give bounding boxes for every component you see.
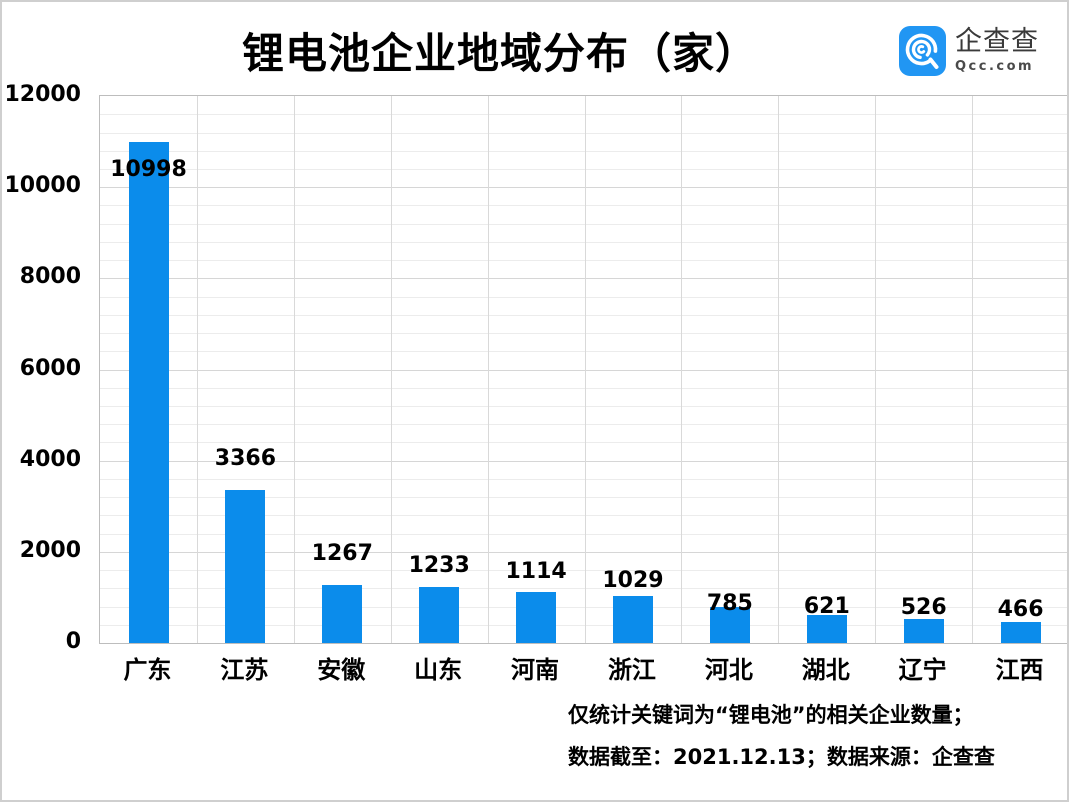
gridline-minor bbox=[100, 314, 1067, 316]
x-axis-label: 广东 bbox=[123, 656, 172, 684]
gridline-vertical bbox=[584, 96, 586, 643]
bar bbox=[128, 141, 169, 643]
bar-value-label: 1114 bbox=[505, 559, 567, 585]
bar-value-label: 1267 bbox=[311, 541, 373, 567]
bar-value-label: 621 bbox=[803, 593, 850, 619]
footnote-line-2: 数据截至：2021.12.13；数据来源：企查查 bbox=[568, 745, 995, 769]
gridline-vertical bbox=[196, 96, 198, 643]
qcc-logo-text: 企查查 Qcc.com bbox=[955, 26, 1039, 75]
x-axis-label: 江苏 bbox=[220, 656, 269, 684]
bar bbox=[419, 586, 460, 643]
brand-domain: Qcc.com bbox=[955, 59, 1035, 74]
gridline-minor bbox=[100, 168, 1067, 170]
gridline-minor bbox=[100, 132, 1067, 134]
footnote: 仅统计关键词为“锂电池”的相关企业数量； 数据截至：2021.12.13；数据来… bbox=[568, 702, 1048, 770]
gridline-minor bbox=[100, 606, 1067, 608]
gridline-minor bbox=[100, 333, 1067, 334]
gridline-major bbox=[100, 278, 1067, 280]
bar bbox=[903, 619, 944, 643]
brand-name: 企查查 bbox=[955, 26, 1039, 57]
qcc-logo-icon bbox=[899, 26, 946, 76]
gridline-minor bbox=[100, 114, 1067, 116]
gridline-major bbox=[100, 551, 1067, 553]
gridline-minor bbox=[100, 260, 1067, 262]
gridline-vertical bbox=[875, 96, 877, 643]
gridline-minor bbox=[100, 442, 1067, 444]
gridline-major bbox=[100, 187, 1067, 189]
y-axis-tick-label: 10000 bbox=[4, 173, 81, 199]
bar bbox=[1000, 621, 1041, 643]
bar bbox=[613, 596, 653, 643]
bar-value-label: 10998 bbox=[110, 156, 187, 182]
y-axis-tick-label: 6000 bbox=[19, 355, 81, 381]
x-axis-label: 山东 bbox=[414, 656, 463, 684]
bar-value-label: 526 bbox=[900, 595, 947, 620]
x-axis-label: 河南 bbox=[511, 656, 560, 684]
gridline-vertical bbox=[972, 96, 974, 643]
bar bbox=[709, 607, 750, 643]
y-axis-tick-label: 2000 bbox=[19, 537, 81, 563]
y-axis-tick-label: 0 bbox=[65, 629, 81, 654]
gridline-major bbox=[100, 369, 1067, 371]
footnote-line-1: 仅统计关键词为“锂电池”的相关企业数量； bbox=[568, 703, 974, 727]
bar bbox=[516, 592, 557, 643]
x-axis: 广东 江苏 安徽 山东 河南 浙江 河北 湖北 辽宁 江西 bbox=[99, 656, 1067, 686]
bar-value-label: 1233 bbox=[408, 552, 470, 578]
bar bbox=[225, 489, 266, 643]
y-axis-tick-label: 4000 bbox=[19, 446, 81, 472]
gridline-vertical bbox=[778, 96, 780, 643]
gridline-vertical bbox=[390, 96, 392, 643]
gridline-minor bbox=[100, 497, 1067, 499]
gridline-minor bbox=[100, 624, 1067, 626]
gridline-minor bbox=[100, 150, 1067, 152]
qcc-logo: 企查查 Qcc.com bbox=[899, 26, 1067, 80]
gridline-minor bbox=[100, 424, 1067, 426]
gridline-minor bbox=[100, 515, 1067, 517]
x-axis-label: 湖北 bbox=[801, 656, 850, 684]
gridline-minor bbox=[100, 406, 1067, 407]
bar bbox=[322, 585, 363, 643]
bar-value-label: 466 bbox=[997, 596, 1044, 622]
bar-value-label: 1029 bbox=[602, 568, 664, 594]
x-axis-label: 江西 bbox=[995, 656, 1044, 684]
gridline-minor bbox=[100, 205, 1067, 207]
bar-value-label: 785 bbox=[706, 591, 753, 617]
gridline-vertical bbox=[293, 96, 295, 643]
bar-value-label: 3366 bbox=[214, 445, 276, 471]
x-axis-label: 浙江 bbox=[607, 656, 656, 684]
x-axis-label: 安徽 bbox=[317, 656, 366, 684]
gridline-vertical bbox=[681, 96, 683, 643]
gridline-minor bbox=[100, 241, 1067, 243]
x-axis-label: 河北 bbox=[704, 656, 753, 684]
bar bbox=[806, 614, 847, 643]
x-axis-label: 辽宁 bbox=[898, 656, 947, 684]
gridline-minor bbox=[100, 387, 1067, 389]
gridline-minor bbox=[100, 588, 1067, 590]
gridline-vertical bbox=[487, 96, 489, 643]
gridline-minor bbox=[100, 478, 1067, 480]
gridline-minor bbox=[100, 223, 1067, 225]
gridline-minor bbox=[100, 533, 1067, 535]
y-axis-tick-label: 8000 bbox=[19, 264, 81, 290]
gridline-minor bbox=[100, 351, 1067, 353]
gridline-minor bbox=[100, 570, 1067, 572]
plot-area: 10998 3366 1267 1233 1114 1029 785 621 526 466 bbox=[99, 95, 1067, 644]
chart-title: 锂电池企业地域分布（家） bbox=[241, 29, 758, 78]
y-axis-tick-label: 12000 bbox=[4, 82, 81, 107]
gridline-minor bbox=[100, 296, 1067, 298]
gridline-major bbox=[100, 460, 1067, 462]
